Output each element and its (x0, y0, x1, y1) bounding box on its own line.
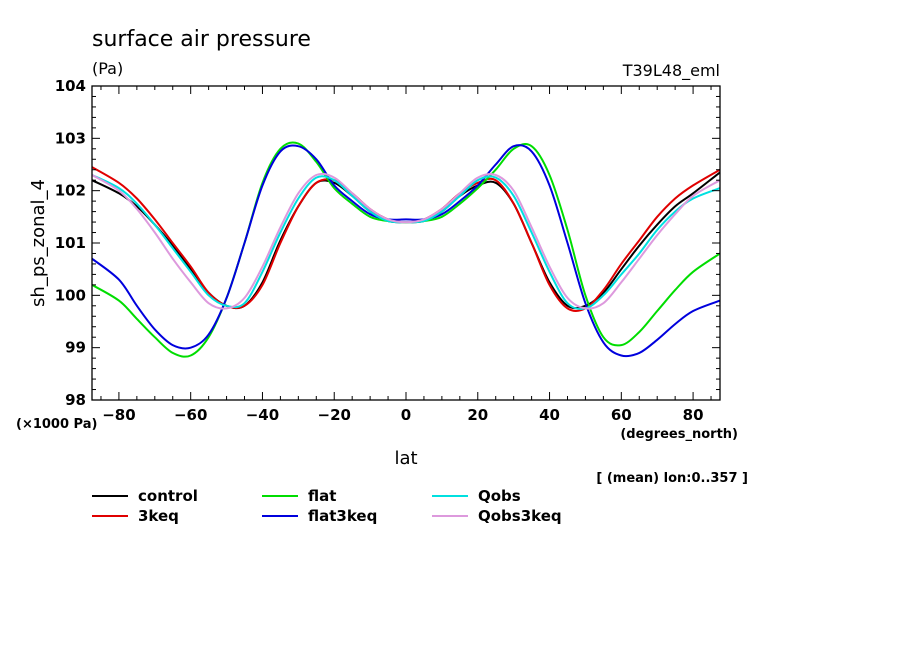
x-units-label: (degrees_north) (620, 427, 738, 442)
x-tick-label: 80 (683, 406, 704, 424)
series-layer (91, 141, 721, 358)
y-tick-label: 104 (55, 77, 86, 95)
chart-title: surface air pressure (92, 27, 311, 52)
x-tick-label: −80 (102, 406, 135, 424)
series-line-control (91, 171, 721, 310)
series-line-flat (91, 141, 721, 358)
y-tick-label: 100 (55, 286, 86, 304)
legend-label-control: control (138, 487, 198, 505)
y-tick-label: 102 (55, 182, 86, 200)
legend: control flat Qobs3keq flat3keq Qobs3keq (92, 487, 562, 525)
x-tick-label: −40 (246, 406, 279, 424)
units-label: (Pa) (92, 59, 123, 78)
x-tick-label: −60 (174, 406, 207, 424)
x-tick-label: 40 (539, 406, 560, 424)
footnote: [ (mean) lon:0..357 ] (596, 471, 748, 486)
model-label: T39L48_eml (622, 61, 720, 81)
x-tick-label: 20 (467, 406, 488, 424)
series-line-qobs3keq (91, 172, 721, 310)
x-tick-label: 0 (401, 406, 411, 424)
x-tick-label: 60 (611, 406, 632, 424)
y-scale-label: (×1000 Pa) (16, 417, 97, 432)
legend-label-qobs3keq: Qobs3keq (478, 507, 562, 525)
y-tick-label: 103 (55, 129, 86, 147)
tick-layer: −80 −60 −40 −20 0 20 40 60 80 98 99 100 101 102 103 104 (55, 77, 720, 424)
y-tick-label: 99 (65, 339, 86, 357)
y-tick-label: 98 (65, 391, 86, 409)
legend-label-3keq: 3keq (138, 507, 179, 525)
y-axis-label: sh_ps_zonal_4 (28, 179, 49, 307)
plot-frame (91, 85, 721, 401)
x-axis-label: lat (394, 448, 417, 469)
y-tick-label: 101 (55, 234, 86, 252)
series-line-3keq (91, 166, 721, 313)
legend-label-qobs: Qobs (478, 487, 521, 505)
series-line-flat3keq (91, 144, 721, 358)
series-line-qobs (91, 174, 721, 310)
legend-label-flat: flat (308, 487, 336, 505)
x-tick-label: −20 (318, 406, 351, 424)
legend-label-flat3keq: flat3keq (308, 507, 377, 525)
